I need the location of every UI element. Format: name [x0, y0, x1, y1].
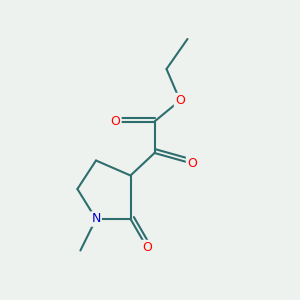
Text: O: O: [187, 157, 197, 170]
Text: O: O: [111, 115, 120, 128]
Text: O: O: [142, 241, 152, 254]
Text: O: O: [175, 94, 185, 107]
Text: N: N: [91, 212, 101, 226]
